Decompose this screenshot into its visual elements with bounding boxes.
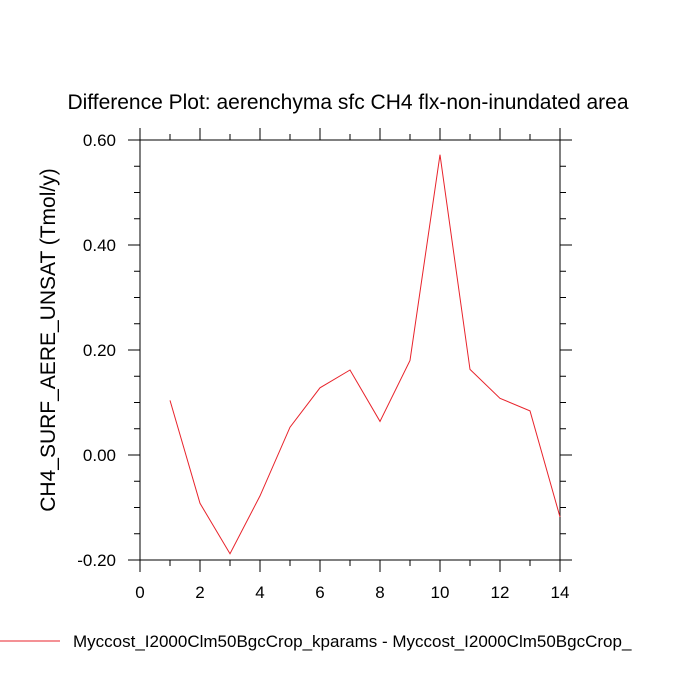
plot-frame	[139, 139, 561, 561]
legend-label: Myccost_I2000Clm50BgcCrop_kparams - Mycc…	[73, 632, 632, 651]
series-lines	[169, 154, 561, 555]
legend: Myccost_I2000Clm50BgcCrop_kparams - Mycc…	[0, 632, 632, 651]
y-tick-label: 0.20	[83, 341, 116, 360]
y-tick-label: 0.60	[83, 131, 116, 150]
x-tick-label: 0	[135, 583, 144, 602]
chart-title: Difference Plot: aerenchyma sfc CH4 flx-…	[67, 91, 628, 114]
axis-ticks	[128, 128, 572, 572]
series-line	[169, 154, 561, 555]
x-tick-label: 10	[431, 583, 450, 602]
y-tick-label: 0.40	[83, 236, 116, 255]
y-axis-label: CH4_SURF_AERE_UNSAT (Tmol/y)	[37, 168, 60, 511]
y-tick-labels: -0.20 0.00 0.20 0.40 0.60	[77, 131, 116, 570]
x-tick-label: 6	[315, 583, 324, 602]
x-tick-labels: 0 2 4 6 8 10 12 14	[135, 583, 569, 602]
x-tick-label: 4	[255, 583, 264, 602]
x-tick-label: 8	[375, 583, 384, 602]
x-tick-label: 14	[551, 583, 570, 602]
x-tick-label: 2	[195, 583, 204, 602]
x-tick-label: 12	[491, 583, 510, 602]
y-tick-label: 0.00	[83, 446, 116, 465]
y-tick-label: -0.20	[77, 551, 116, 570]
